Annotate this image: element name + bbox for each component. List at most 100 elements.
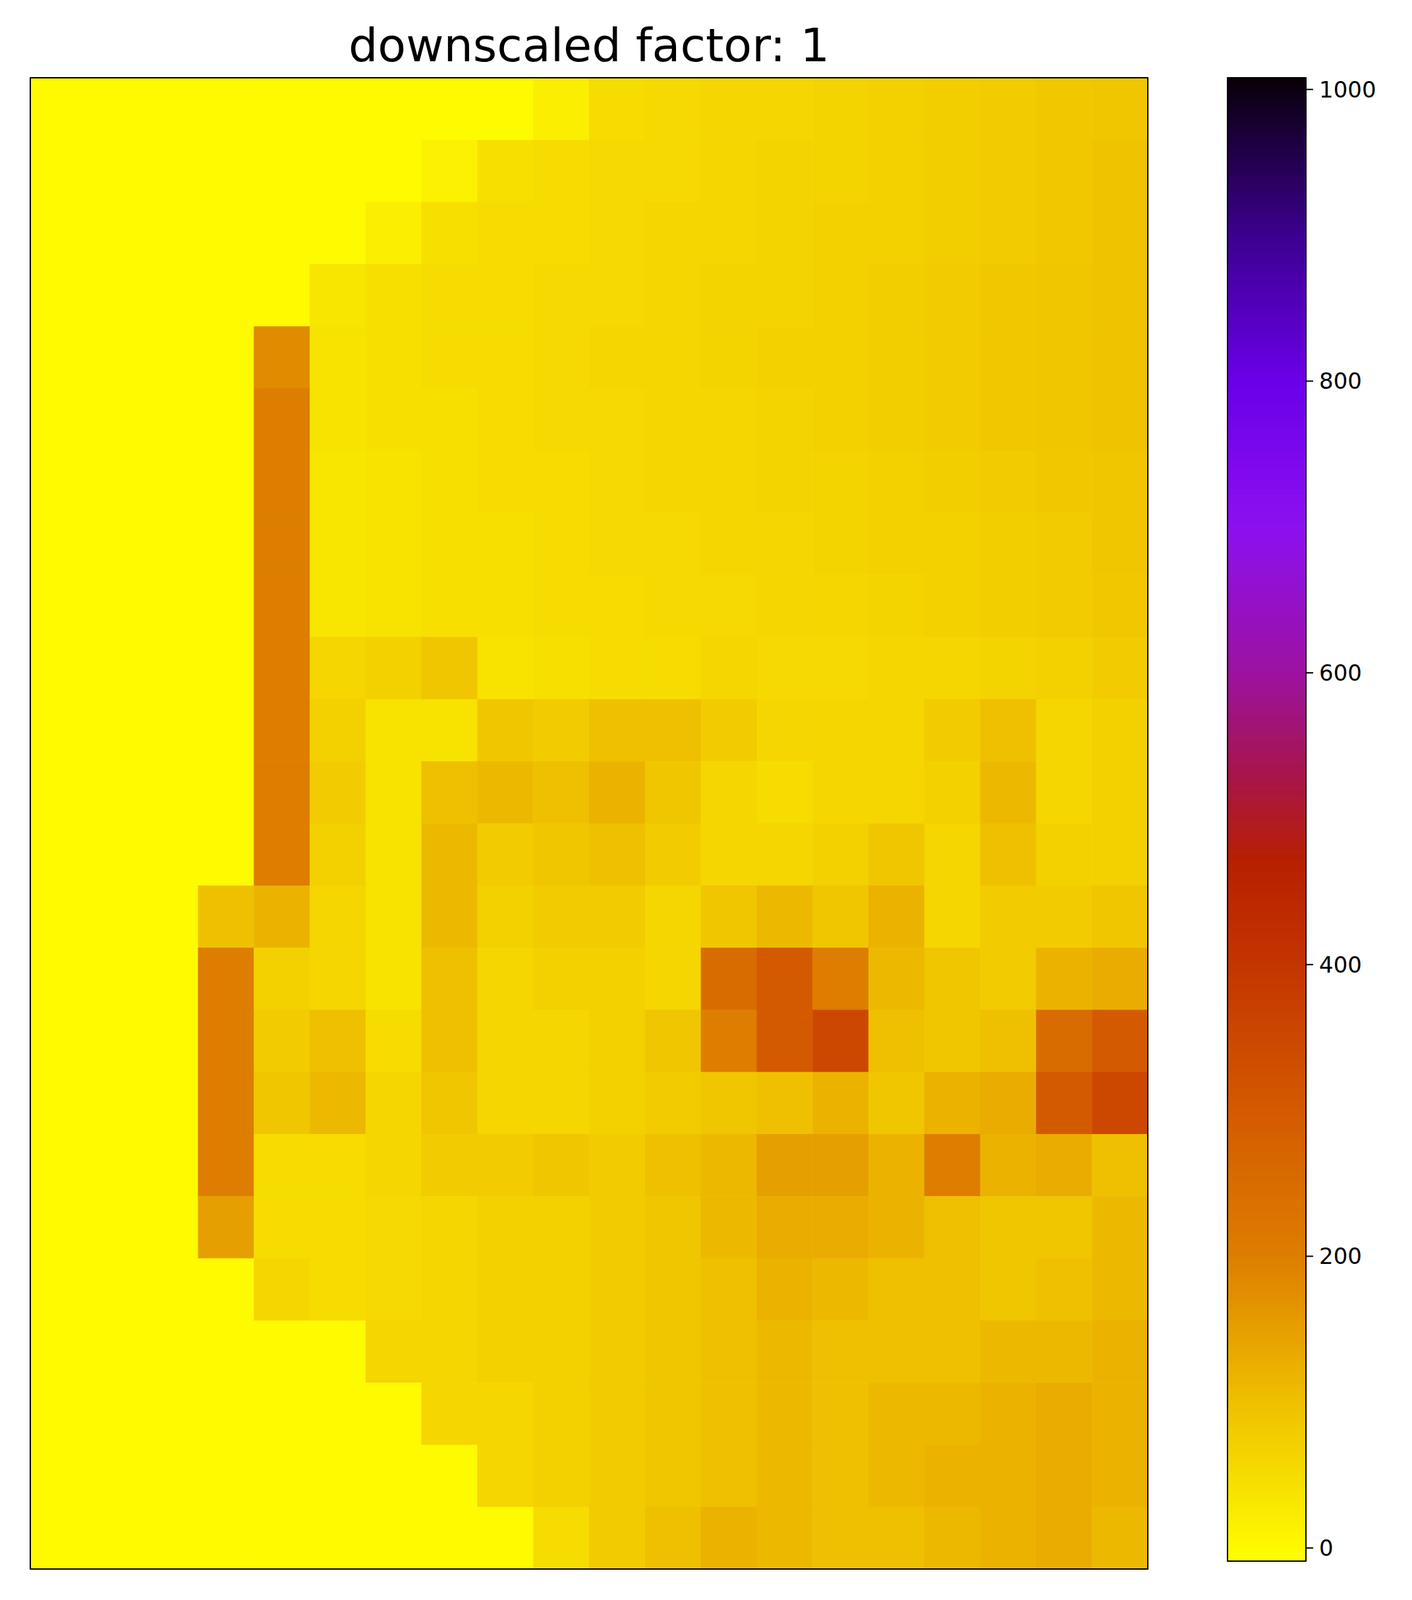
cell xyxy=(86,947,143,1011)
colorbar-swatch xyxy=(1227,285,1306,291)
cell xyxy=(924,761,981,824)
colorbar-swatch xyxy=(1227,1071,1306,1077)
cell xyxy=(309,202,366,265)
cell xyxy=(365,1258,422,1322)
cell xyxy=(309,699,366,762)
colorbar-swatch xyxy=(1227,898,1306,904)
cell xyxy=(756,139,813,203)
colorbar-swatch xyxy=(1227,938,1306,944)
cell xyxy=(701,637,758,700)
cell xyxy=(142,637,199,700)
colorbar-swatch xyxy=(1227,270,1306,277)
cell xyxy=(533,574,590,638)
cell xyxy=(477,388,534,451)
cell xyxy=(812,823,869,887)
cell xyxy=(197,1195,254,1259)
colorbar-swatch xyxy=(1227,1298,1306,1304)
colorbar-swatch xyxy=(1227,636,1306,642)
cell xyxy=(477,512,534,576)
cell xyxy=(533,885,590,949)
colorbar-swatch xyxy=(1227,755,1306,761)
cell xyxy=(365,1133,422,1197)
colorbar-swatch xyxy=(1227,1239,1306,1245)
colorbar-swatch xyxy=(1227,631,1306,637)
cell xyxy=(253,1195,310,1259)
cell xyxy=(253,139,310,203)
colorbar-swatch xyxy=(1227,225,1306,232)
cell xyxy=(365,1444,422,1507)
colorbar-swatch xyxy=(1227,799,1306,805)
colorbar-swatch xyxy=(1227,1363,1306,1369)
colorbar-swatch xyxy=(1227,1155,1306,1161)
cell xyxy=(645,326,702,389)
cell xyxy=(533,202,590,265)
cell xyxy=(30,1506,87,1569)
cell xyxy=(868,1009,925,1073)
cell xyxy=(1091,1072,1148,1135)
cell xyxy=(589,1009,646,1073)
colorbar-swatch xyxy=(1227,1422,1306,1428)
cell xyxy=(980,823,1037,887)
cell xyxy=(533,388,590,451)
colorbar-swatch xyxy=(1227,1446,1306,1453)
cell xyxy=(477,1444,534,1507)
cell xyxy=(1035,1133,1092,1197)
cell xyxy=(309,761,366,824)
colorbar-swatch xyxy=(1227,581,1306,588)
cell xyxy=(197,326,254,389)
cell xyxy=(1035,574,1092,638)
colorbar-frame xyxy=(1227,77,1306,1561)
cell xyxy=(812,637,869,700)
cell xyxy=(86,450,143,514)
cell xyxy=(253,761,310,824)
colorbar-swatch xyxy=(1227,656,1306,662)
cell xyxy=(197,512,254,576)
cell xyxy=(1091,574,1148,638)
cell xyxy=(1091,450,1148,514)
colorbar-swatch xyxy=(1227,650,1306,657)
colorbar-swatch xyxy=(1227,577,1306,583)
cell xyxy=(365,77,422,141)
cell xyxy=(30,1009,87,1073)
colorbar-swatch xyxy=(1227,542,1306,548)
cell xyxy=(197,885,254,949)
cell xyxy=(30,326,87,389)
cell xyxy=(142,1072,199,1135)
colorbar-swatch xyxy=(1227,1501,1306,1507)
cell xyxy=(701,1009,758,1073)
cell xyxy=(142,388,199,451)
cell xyxy=(1091,512,1148,576)
colorbar-swatch xyxy=(1227,112,1306,118)
cell xyxy=(253,823,310,887)
colorbar-swatch xyxy=(1227,552,1306,558)
colorbar-swatch xyxy=(1227,201,1306,207)
cell xyxy=(309,947,366,1011)
cell xyxy=(1035,1444,1092,1507)
cell xyxy=(142,574,199,638)
cell xyxy=(86,1133,143,1197)
cell xyxy=(645,574,702,638)
cell xyxy=(980,1382,1037,1445)
colorbar-swatch xyxy=(1227,824,1306,830)
colorbar-swatch xyxy=(1227,374,1306,380)
cell xyxy=(197,761,254,824)
colorbar-swatch xyxy=(1227,646,1306,652)
cell xyxy=(924,77,981,141)
cell xyxy=(701,1382,758,1445)
colorbar-swatch xyxy=(1227,700,1306,706)
cell xyxy=(30,202,87,265)
cell xyxy=(868,388,925,451)
colorbar-swatch xyxy=(1227,453,1306,459)
cell xyxy=(980,1258,1037,1322)
cell xyxy=(756,637,813,700)
cell xyxy=(86,637,143,700)
cell xyxy=(589,326,646,389)
cell xyxy=(924,1009,981,1073)
colorbar-swatch xyxy=(1227,1254,1306,1260)
cell xyxy=(86,512,143,576)
cell xyxy=(30,264,87,327)
colorbar-swatch xyxy=(1227,1328,1306,1334)
cell xyxy=(30,1382,87,1445)
colorbar-swatch xyxy=(1227,1234,1306,1241)
colorbar-swatch xyxy=(1227,982,1306,988)
